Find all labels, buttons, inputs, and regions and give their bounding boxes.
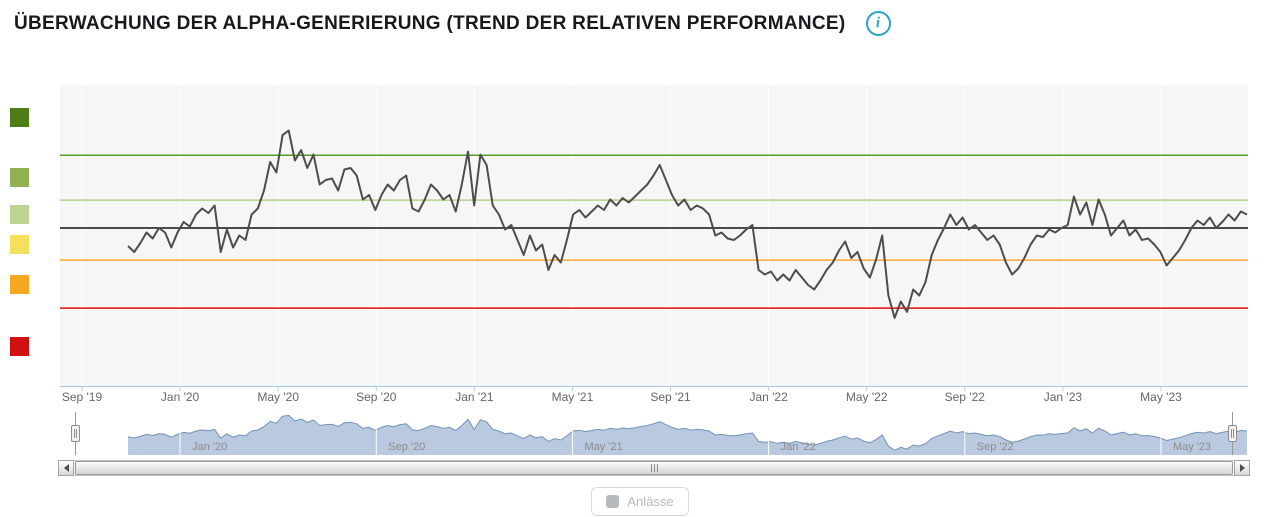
x-axis-label: May '22 <box>845 390 888 404</box>
scrollbar-track[interactable] <box>74 460 1234 476</box>
info-icon[interactable]: i <box>865 11 891 36</box>
x-axis-label: Sep '22 <box>944 390 985 404</box>
scrollbar-thumb[interactable] <box>75 461 1233 475</box>
navigator-handle-left[interactable] <box>71 425 80 442</box>
x-axis-label: May '21 <box>551 390 594 404</box>
zone-swatch-1 <box>10 108 29 127</box>
arrow-right-icon <box>1239 464 1245 472</box>
x-axis-label: Sep '21 <box>650 390 691 404</box>
zone-swatch-4 <box>10 235 29 254</box>
scrollbar-left-button[interactable] <box>58 460 74 476</box>
legend-item-anlaesse[interactable]: Anlässe <box>591 487 689 516</box>
navigator-area[interactable] <box>128 415 1247 455</box>
navigator-line <box>127 414 1248 451</box>
navigator-handle-right[interactable] <box>1228 425 1237 442</box>
zone-swatch-6 <box>10 337 29 356</box>
grip-icon <box>650 464 652 472</box>
x-axis-label: May '23 <box>1140 390 1182 404</box>
grip-icon <box>653 464 655 472</box>
x-axis-label: Sep '20 <box>356 390 397 404</box>
scrollbar-right-button[interactable] <box>1234 460 1250 476</box>
navigator-label: Sep '20 <box>388 441 426 453</box>
zone-swatch-5 <box>10 275 29 294</box>
zone-swatch-2 <box>10 168 29 187</box>
scrollbar <box>58 460 1250 476</box>
grip-icon <box>656 464 658 472</box>
performance-trend-line <box>127 129 1248 319</box>
x-axis-label: Jan '21 <box>455 390 494 404</box>
zone-swatch-3 <box>10 205 29 224</box>
legend-swatch <box>606 495 620 508</box>
navigator-label: Jan '20 <box>192 441 228 453</box>
legend-label: Anlässe <box>627 494 674 509</box>
navigator-label: Sep '22 <box>976 441 1014 453</box>
x-axis-label: May '20 <box>257 390 299 404</box>
legend: Anlässe <box>0 487 1280 516</box>
x-axis-label: Jan '23 <box>1043 390 1083 404</box>
page-title: ÜBERWACHUNG DER ALPHA-GENERIERUNG (TREND… <box>14 12 846 34</box>
plot-area[interactable] <box>60 85 1248 386</box>
x-axis-label: Jan '22 <box>749 390 788 404</box>
x-axis-label: Sep '19 <box>61 390 103 404</box>
navigator-label: May '21 <box>584 441 623 453</box>
header: ÜBERWACHUNG DER ALPHA-GENERIERUNG (TREND… <box>14 11 891 36</box>
arrow-left-icon <box>63 464 69 472</box>
x-axis-label: Jan '20 <box>160 390 200 404</box>
navigator-label: May '23 <box>1172 441 1212 453</box>
navigator-label: Jan '22 <box>780 441 816 453</box>
